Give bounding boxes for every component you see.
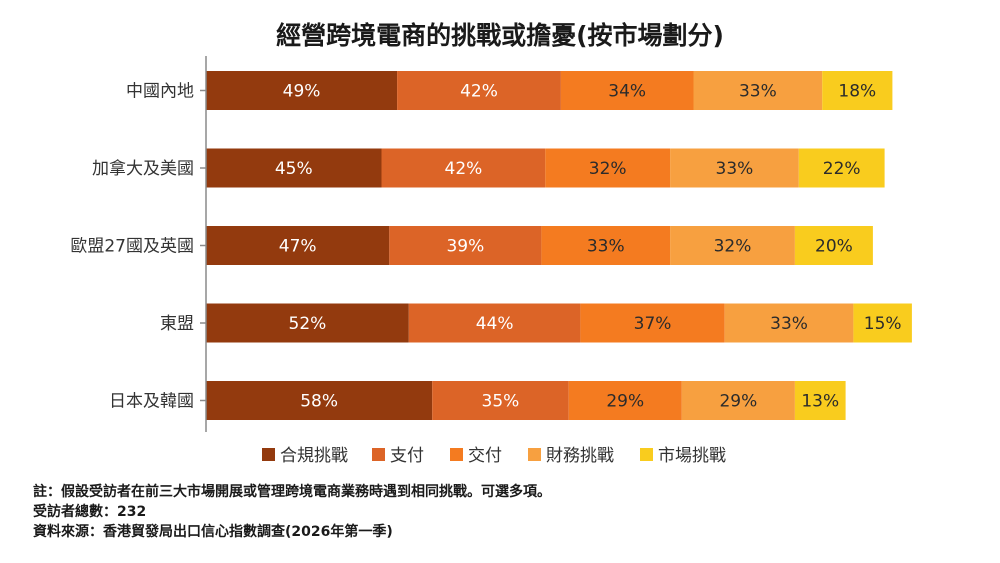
legend-label-1: 支付 xyxy=(390,446,424,466)
data-label-cat-1-series-1: 42% xyxy=(445,159,483,179)
legend-swatch-0 xyxy=(262,448,275,461)
data-label-cat-0-series-4: 18% xyxy=(838,82,876,102)
bar-cat-0-series-2 xyxy=(560,71,694,110)
data-label-cat-1-series-2: 32% xyxy=(589,159,627,179)
footnote: 註：假設受訪者在前三大市場開展或管理跨境電商業務時遇到相同挑戰。可選多項。 xyxy=(33,484,551,500)
legend-swatch-1 xyxy=(372,448,385,461)
source-note: 資料來源：香港貿發局出口信心指數調查(2026年第一季) xyxy=(33,524,393,540)
data-label-cat-3-series-4: 15% xyxy=(864,314,902,334)
data-label-cat-0-series-0: 49% xyxy=(283,82,321,102)
bar-cat-4-series-0 xyxy=(206,381,433,420)
data-label-cat-0-series-1: 42% xyxy=(460,82,498,102)
bar-cat-1-series-2 xyxy=(545,148,671,188)
data-label-cat-1-series-0: 45% xyxy=(275,159,313,179)
data-label-cat-2-series-1: 39% xyxy=(446,237,484,257)
bar-cat-1-series-4 xyxy=(798,148,885,188)
bar-cat-2-series-1 xyxy=(389,226,542,265)
bar-cat-2-series-3 xyxy=(670,226,795,265)
bar-cat-3-series-0 xyxy=(206,303,409,343)
data-label-cat-1-series-3: 33% xyxy=(716,159,754,179)
bar-cat-2-series-0 xyxy=(206,226,390,265)
legend: 合規挑戰 支付 交付 財務挑戰 市場挑戰 xyxy=(262,446,726,466)
bar-cat-0-series-4 xyxy=(822,71,893,110)
respondent-count: 受訪者總數：232 xyxy=(33,504,147,520)
data-label-cat-4-series-1: 35% xyxy=(482,392,520,412)
data-label-cat-0-series-2: 34% xyxy=(608,82,646,102)
bar-cat-4-series-1 xyxy=(432,381,569,420)
data-label-cat-3-series-1: 44% xyxy=(476,314,514,334)
data-label-cat-4-series-2: 29% xyxy=(606,392,644,412)
bar-cat-3-series-2 xyxy=(580,303,725,343)
bar-cat-0-series-3 xyxy=(693,71,823,110)
chart-title: 經營跨境電商的挑戰或擔憂(按市場劃分) xyxy=(276,21,724,50)
legend-swatch-4 xyxy=(640,448,653,461)
bar-cat-1-series-0 xyxy=(206,148,382,188)
data-label-cat-4-series-3: 29% xyxy=(719,392,757,412)
legend-label-3: 財務挑戰 xyxy=(546,446,614,466)
data-label-cat-4-series-0: 58% xyxy=(300,392,338,412)
bar-cat-2-series-2 xyxy=(541,226,671,265)
data-label-cat-2-series-4: 20% xyxy=(815,237,853,257)
legend-label-0: 合規挑戰 xyxy=(280,446,348,466)
category-label-cat-2: 歐盟27國及英國 xyxy=(70,237,194,257)
bar-cat-4-series-4 xyxy=(794,381,846,420)
data-label-cat-2-series-3: 32% xyxy=(714,237,752,257)
legend-label-4: 市場挑戰 xyxy=(658,446,726,466)
data-label-cat-0-series-3: 33% xyxy=(739,82,777,102)
legend-swatch-3 xyxy=(528,448,541,461)
bar-cat-3-series-4 xyxy=(853,303,912,343)
category-label-cat-0: 中國內地 xyxy=(126,82,194,102)
data-label-cat-2-series-2: 33% xyxy=(587,237,625,257)
data-label-cat-2-series-0: 47% xyxy=(279,237,317,257)
bar-cat-0-series-0 xyxy=(206,71,398,110)
data-label-cat-4-series-4: 13% xyxy=(801,392,839,412)
bar-cat-4-series-3 xyxy=(681,381,795,420)
bar-cat-2-series-4 xyxy=(794,226,873,265)
bar-cat-4-series-2 xyxy=(568,381,682,420)
bar-cat-1-series-3 xyxy=(670,148,799,188)
legend-swatch-2 xyxy=(450,448,463,461)
bar-cat-0-series-1 xyxy=(397,71,561,110)
data-label-cat-3-series-2: 37% xyxy=(634,314,672,334)
bar-cat-3-series-3 xyxy=(724,303,854,343)
data-label-cat-3-series-3: 33% xyxy=(770,314,808,334)
data-label-cat-3-series-0: 52% xyxy=(289,314,327,334)
category-label-cat-4: 日本及韓國 xyxy=(109,392,194,412)
data-label-cat-1-series-4: 22% xyxy=(823,159,861,179)
category-label-cat-3: 東盟 xyxy=(160,314,194,334)
category-label-cat-1: 加拿大及美國 xyxy=(92,158,194,179)
legend-label-2: 交付 xyxy=(468,446,502,466)
bars-group: 49% 42% 34% 33% 18% 45% 42% 32% 33% 22% 47% 39% 33% 3… xyxy=(206,71,912,420)
bar-cat-3-series-1 xyxy=(408,303,581,343)
bar-cat-1-series-1 xyxy=(381,148,546,188)
